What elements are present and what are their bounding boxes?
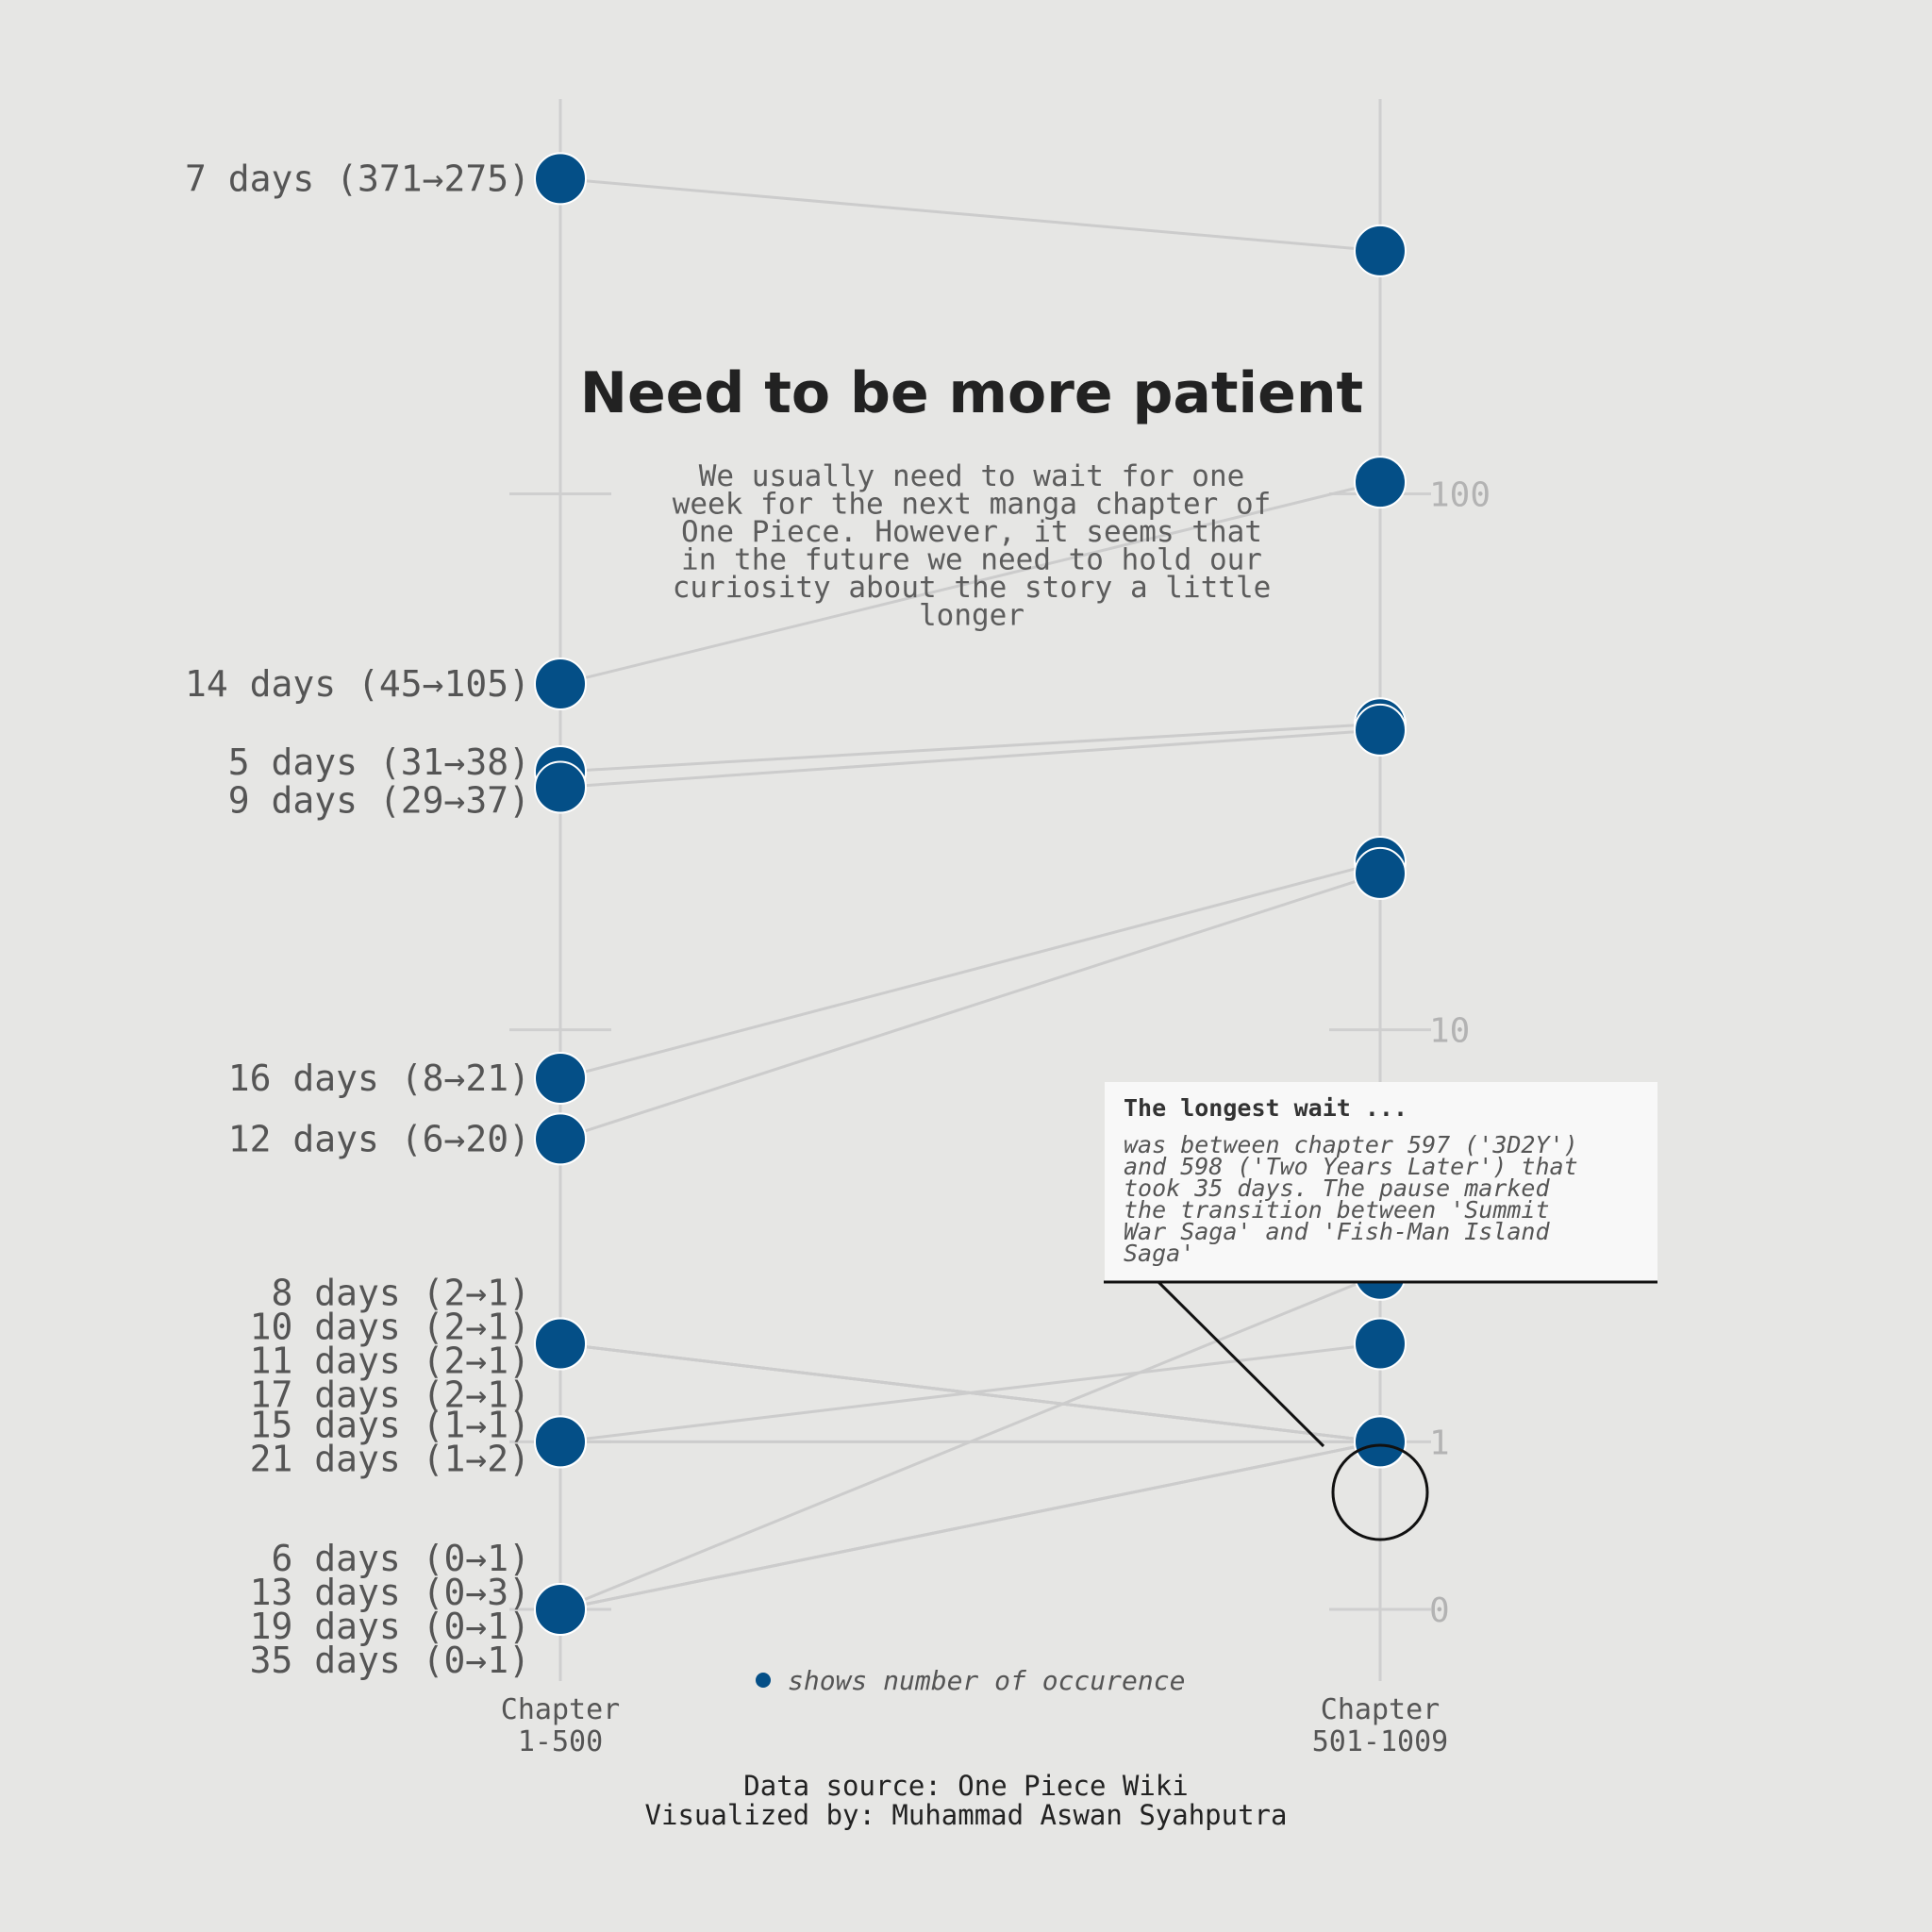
subtitle-line-0: We usually need to wait for one [699, 459, 1245, 493]
slope-line-2 [559, 722, 1381, 774]
annotation-line-1: and 598 ('Two Years Later') that [1124, 1153, 1578, 1180]
annotation-line-4: War Saga' and 'Fish-Man Island [1124, 1218, 1550, 1245]
slope-line-11 [559, 1342, 1381, 1443]
point-right-3 [1354, 703, 1407, 757]
series-label-8: 11 days (2→1) [250, 1340, 530, 1381]
series-label-13: 13 days (0→3) [250, 1572, 530, 1613]
point-right-1 [1354, 456, 1407, 509]
series-label-11: 21 days (1→2) [250, 1438, 530, 1479]
point-left-9 [534, 1317, 587, 1371]
category-label-0-0: Chapter [501, 1693, 620, 1726]
subtitle-line-5: longer [919, 599, 1024, 633]
annotation-line-3: the transition between 'Summit [1124, 1196, 1550, 1224]
y-tick-label-0: 0 [1429, 1591, 1450, 1630]
series-label-4: 16 days (8→21) [228, 1058, 530, 1099]
series-labels-layer: 6 days (0→1)13 days (0→3)19 days (0→1)35… [185, 158, 530, 1681]
chart-title: Need to be more patient [580, 360, 1363, 426]
annotation-longest-wait: The longest wait ... was between chapter… [1104, 1082, 1657, 1541]
annotation-title: The longest wait ... [1124, 1094, 1407, 1122]
text-layer: Need to be more patient We usually need … [501, 360, 1448, 1831]
credit-line-0: Data source: One Piece Wiki [743, 1770, 1188, 1802]
y-tick-label-1: 1 [1429, 1424, 1450, 1462]
annotation-box [1105, 1082, 1657, 1281]
series-label-3: 9 days (29→37) [228, 779, 530, 821]
slope-line-4 [559, 860, 1381, 1080]
slope-line-5 [559, 872, 1381, 1141]
subtitle-line-3: in the future we need to hold our [681, 543, 1262, 577]
annotation-connector [1157, 1280, 1325, 1448]
annotation-line-2: took 35 days. The pause marked [1124, 1174, 1550, 1202]
annotation-line-5: Saga' [1124, 1240, 1194, 1267]
point-left-15 [534, 1583, 587, 1636]
point-left-0 [534, 152, 587, 206]
legend-text: shows number of occurence [788, 1665, 1185, 1696]
point-left-11 [534, 1415, 587, 1469]
point-left-4 [534, 1051, 587, 1105]
point-left-3 [534, 760, 587, 814]
category-label-1-0: Chapter [1321, 1693, 1440, 1726]
point-right-5 [1354, 846, 1407, 900]
series-label-6: 8 days (2→1) [271, 1272, 530, 1313]
slope-line-0 [559, 176, 1381, 253]
series-label-1: 14 days (45→105) [185, 663, 530, 705]
series-label-2: 5 days (31→38) [228, 741, 530, 783]
credit-line-1: Visualized by: Muhammad Aswan Syahputra [645, 1799, 1288, 1831]
point-right-11 [1354, 1317, 1407, 1371]
series-label-12: 6 days (0→1) [271, 1538, 530, 1579]
points-layer [534, 152, 1407, 1636]
point-right-15 [1354, 1415, 1407, 1469]
series-label-7: 10 days (2→1) [250, 1306, 530, 1347]
subtitle-line-1: week for the next manga chapter of [673, 488, 1272, 522]
point-left-5 [534, 1112, 587, 1166]
series-label-14: 19 days (0→1) [250, 1606, 530, 1647]
axes-layer: 0 1 10 100 [509, 99, 1491, 1681]
series-label-10: 15 days (1→1) [250, 1404, 530, 1445]
subtitle-line-4: curiosity about the story a little [673, 571, 1272, 605]
category-label-0-1: 1-500 [518, 1725, 603, 1758]
annotation-line-0: was between chapter 597 ('3D2Y') [1124, 1131, 1578, 1158]
annotation-body: was between chapter 597 ('3D2Y')and 598 … [1124, 1131, 1578, 1267]
y-tick-label-100: 100 [1429, 475, 1491, 514]
slope-lines-layer [559, 176, 1381, 1611]
series-label-5: 12 days (6→20) [228, 1118, 530, 1159]
point-right-0 [1354, 224, 1407, 277]
slope-line-3 [559, 728, 1381, 789]
series-label-9: 17 days (2→1) [250, 1374, 530, 1415]
slope-line-13 [559, 1273, 1381, 1611]
legend: shows number of occurence [756, 1665, 1185, 1696]
slope-line-15 [559, 1440, 1381, 1611]
y-tick-label-10: 10 [1429, 1012, 1470, 1051]
series-label-0: 7 days (371→275) [185, 158, 530, 199]
category-label-1-1: 501-1009 [1312, 1725, 1449, 1758]
point-left-1 [534, 657, 587, 710]
slope-line-1 [559, 480, 1381, 686]
subtitle-line-2: One Piece. However, it seems that [681, 515, 1262, 549]
highlight-ring [1331, 1443, 1429, 1541]
legend-marker [756, 1673, 771, 1688]
series-label-15: 35 days (0→1) [250, 1640, 530, 1681]
